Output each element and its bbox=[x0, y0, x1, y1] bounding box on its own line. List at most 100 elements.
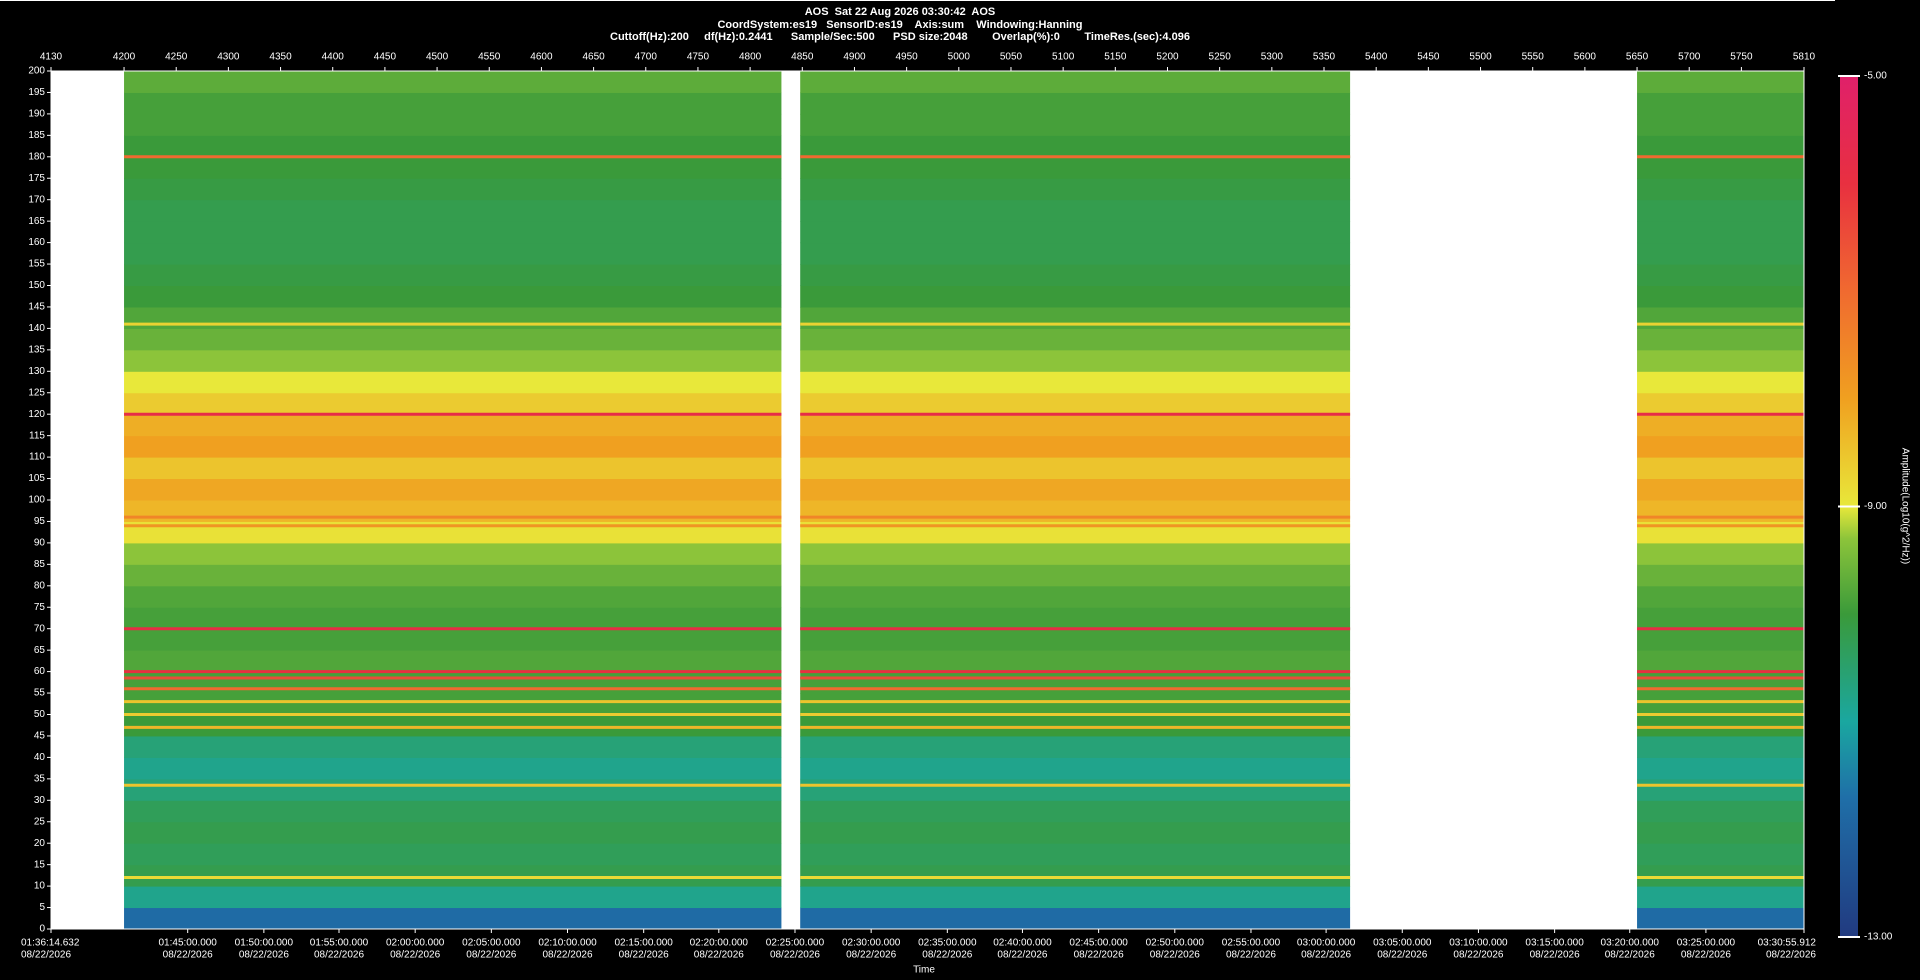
y-tick-label: 50 bbox=[34, 709, 46, 720]
y-tick-label: 140 bbox=[28, 323, 45, 334]
spectrogram-cell bbox=[124, 92, 782, 115]
spectrogram-cell bbox=[800, 328, 1351, 351]
spectrogram-cell bbox=[124, 864, 782, 887]
spectrogram-cell bbox=[1637, 113, 1804, 136]
x2-tick-label: 01:36:14.632 bbox=[21, 938, 80, 949]
spectrogram-cell bbox=[124, 328, 782, 351]
x-tick-label: 4250 bbox=[165, 52, 188, 63]
y-tick-label: 90 bbox=[34, 538, 46, 549]
x-tick-label: 4550 bbox=[478, 52, 501, 63]
spectrogram-cell bbox=[800, 757, 1351, 780]
spectrogram-cell bbox=[124, 478, 782, 501]
x-tick-label: 4300 bbox=[217, 52, 240, 63]
spectrogram-cell bbox=[1637, 607, 1804, 630]
spectrogram-cell bbox=[1637, 242, 1804, 265]
spectrogram-cell bbox=[124, 886, 782, 909]
spectrogram-cell bbox=[124, 542, 782, 565]
spectrogram-cell bbox=[1637, 693, 1804, 715]
spectrogram-cell bbox=[124, 907, 782, 930]
y-tick-label: 170 bbox=[28, 194, 45, 205]
spectrogram-cell bbox=[124, 71, 782, 93]
spectrogram-cell bbox=[800, 693, 1351, 715]
spectrogram-cell bbox=[124, 843, 782, 866]
spectrogram-cell bbox=[1637, 328, 1804, 351]
spectrogram-cell bbox=[124, 349, 782, 372]
spectrogram-cell bbox=[1637, 457, 1804, 480]
x2-tick-date: 08/22/2026 bbox=[21, 950, 71, 961]
x-tick-label: 4850 bbox=[791, 52, 814, 63]
x2-tick-date: 08/22/2026 bbox=[1453, 950, 1503, 961]
spectrogram-cell bbox=[124, 135, 782, 158]
colorbar-tick-label: -5.00 bbox=[1864, 71, 1887, 82]
spectrogram-cell bbox=[124, 778, 782, 801]
x2-tick-label: 01:50:00.000 bbox=[235, 938, 294, 949]
spectrogram-cell bbox=[124, 821, 782, 844]
x-tick-label: 4450 bbox=[374, 52, 397, 63]
x2-tick-label: 02:45:00.000 bbox=[1069, 938, 1128, 949]
spectrogram-cell bbox=[1637, 478, 1804, 501]
y-tick-label: 115 bbox=[29, 430, 45, 441]
x2-tick-label: 03:30:55.912 bbox=[1758, 938, 1817, 949]
x-tick-label: 5650 bbox=[1626, 52, 1649, 63]
spectrogram-cell bbox=[800, 735, 1351, 758]
x2-tick-date: 08/22/2026 bbox=[1150, 950, 1200, 961]
spectrogram-cell bbox=[124, 371, 782, 394]
x2-tick-date: 08/22/2026 bbox=[619, 950, 669, 961]
spectrogram-cell bbox=[800, 135, 1351, 158]
spectrogram-cell bbox=[800, 92, 1351, 115]
x-tick-label: 5400 bbox=[1365, 52, 1388, 63]
spectrogram-cell bbox=[800, 349, 1351, 372]
y-tick-label: 145 bbox=[28, 302, 45, 313]
x-tick-label: 4700 bbox=[635, 52, 658, 63]
spectrogram-cell bbox=[1637, 392, 1804, 415]
x2-tick-date: 08/22/2026 bbox=[1226, 950, 1276, 961]
spectrogram-cell bbox=[800, 457, 1351, 480]
spectrogram-cell bbox=[124, 414, 782, 437]
spectrogram-cell bbox=[1637, 349, 1804, 372]
spectrogram-cell bbox=[124, 800, 782, 823]
colorbar-label: Amplitude(Log10(g^2/Hz)) bbox=[1899, 448, 1910, 564]
x2-tick-label: 02:40:00.000 bbox=[993, 938, 1052, 949]
y-tick-label: 160 bbox=[28, 237, 45, 248]
x2-tick-label: 02:35:00.000 bbox=[918, 938, 977, 949]
x-tick-label: 4750 bbox=[687, 52, 710, 63]
x2-tick-label: 03:15:00.000 bbox=[1525, 938, 1584, 949]
y-tick-label: 25 bbox=[34, 816, 46, 827]
spectrogram-cell bbox=[124, 178, 782, 201]
x2-tick-date: 08/22/2026 bbox=[314, 950, 364, 961]
x-tick-label: 5600 bbox=[1574, 52, 1597, 63]
x2-tick-date: 08/22/2026 bbox=[846, 950, 896, 961]
spectrogram-cell bbox=[1637, 135, 1804, 158]
x2-tick-date: 08/22/2026 bbox=[163, 950, 213, 961]
y-tick-label: 10 bbox=[34, 881, 46, 892]
x-tick-label: 5700 bbox=[1678, 52, 1701, 63]
spectrogram-cell bbox=[124, 221, 782, 244]
spectrogram-cell bbox=[800, 371, 1351, 394]
y-tick-label: 130 bbox=[28, 366, 45, 377]
x2-tick-label: 02:10:00.000 bbox=[538, 938, 597, 949]
x-tick-label: 5550 bbox=[1522, 52, 1545, 63]
spectrogram-cell bbox=[1637, 628, 1804, 651]
spectrogram-cell bbox=[800, 199, 1351, 222]
y-tick-label: 185 bbox=[28, 130, 45, 141]
y-tick-label: 40 bbox=[34, 752, 46, 763]
x2-tick-label: 02:50:00.000 bbox=[1146, 938, 1205, 949]
spectrogram-cell bbox=[800, 285, 1351, 308]
x2-tick-date: 08/22/2026 bbox=[922, 950, 972, 961]
spectrogram-cell bbox=[124, 757, 782, 780]
x-tick-label: 4500 bbox=[426, 52, 449, 63]
spectrogram-cell bbox=[1637, 264, 1804, 286]
x2-tick-label: 02:00:00.000 bbox=[386, 938, 445, 949]
spectrogram-cell bbox=[1637, 843, 1804, 866]
x2-tick-label: 03:00:00.000 bbox=[1297, 938, 1356, 949]
spectrogram-cell bbox=[124, 457, 782, 480]
y-tick-label: 45 bbox=[34, 731, 46, 742]
x2-tick-date: 08/22/2026 bbox=[239, 950, 289, 961]
spectrogram-cell bbox=[124, 585, 782, 608]
spectrogram-cell bbox=[800, 886, 1351, 909]
spectrogram-cell bbox=[800, 178, 1351, 201]
y-tick-label: 180 bbox=[28, 151, 45, 162]
x-tick-label: 5000 bbox=[948, 52, 971, 63]
y-tick-label: 105 bbox=[28, 473, 45, 484]
x2-tick-date: 08/22/2026 bbox=[694, 950, 744, 961]
